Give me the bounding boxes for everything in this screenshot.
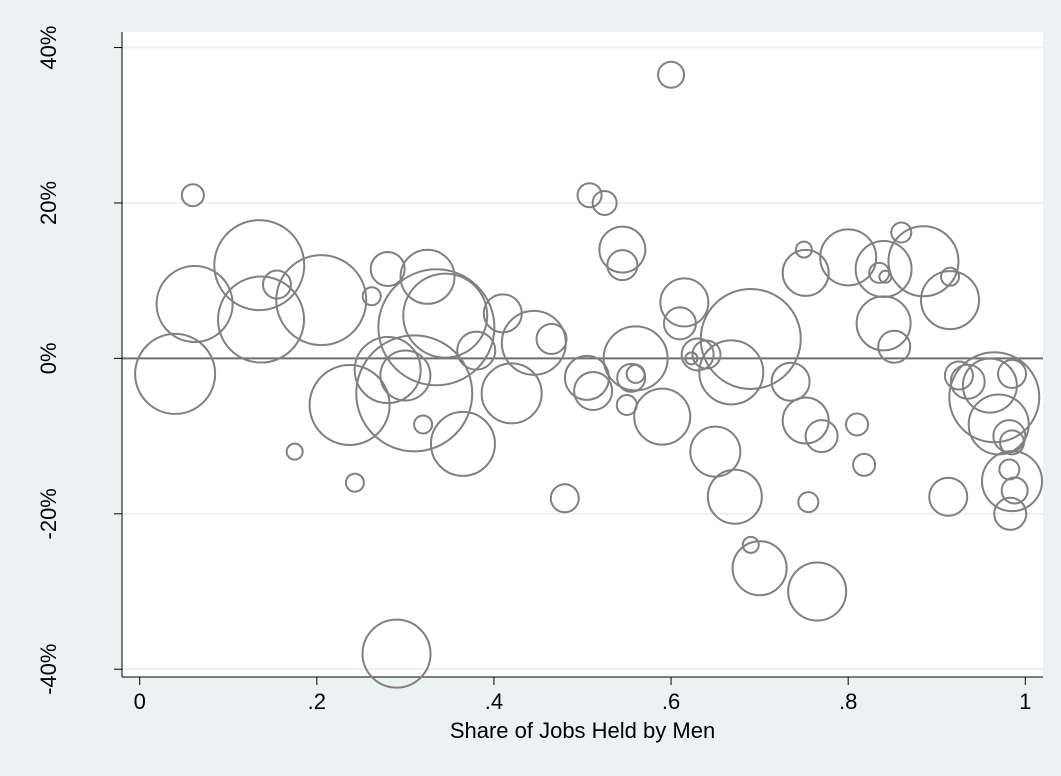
data-point [369, 251, 406, 288]
data-point [576, 182, 603, 209]
x-tick-label: 1 [1019, 689, 1031, 714]
x-tick-label: .2 [308, 689, 326, 714]
y-tick-label: 0% [36, 342, 61, 374]
x-tick-label: .8 [839, 689, 857, 714]
data-point [180, 183, 205, 208]
data-point [361, 286, 382, 307]
data-point [928, 476, 969, 517]
data-point [781, 396, 830, 445]
data-point [845, 412, 870, 437]
x-axis-title: Share of Jobs Held by Men [450, 718, 715, 743]
data-point [659, 277, 710, 328]
data-point [616, 362, 647, 393]
data-point [920, 270, 981, 331]
data-point [1000, 476, 1029, 505]
data-point [787, 561, 848, 622]
data-point [456, 330, 497, 371]
data-point [633, 387, 692, 446]
x-tick-label: 0 [134, 689, 146, 714]
data-point [855, 295, 912, 352]
data-point [680, 337, 715, 372]
data-point [852, 452, 877, 477]
data-point [999, 429, 1026, 456]
data-point [399, 248, 456, 305]
data-point [606, 249, 639, 282]
data-point [535, 322, 568, 355]
data-point [275, 254, 368, 347]
data-point [361, 618, 432, 689]
data-point [997, 358, 1028, 389]
data-point [344, 472, 365, 493]
data-point [691, 339, 722, 370]
x-tick-label: .6 [662, 689, 680, 714]
data-point [981, 450, 1044, 513]
data-point [217, 275, 306, 364]
data-point [379, 349, 432, 402]
data-point [213, 219, 306, 312]
data-point [285, 442, 304, 461]
data-point [940, 266, 961, 287]
data-points [134, 60, 1044, 689]
data-point [549, 483, 580, 514]
data-point [684, 351, 699, 366]
data-point [308, 364, 391, 447]
plot-area [122, 32, 1043, 677]
data-point [155, 264, 234, 343]
data-point [794, 240, 813, 259]
data-point [949, 363, 986, 400]
data-point [877, 329, 912, 364]
data-point [993, 496, 1028, 531]
axes: -40% -20% 0% 20% 40% 0 .2 .4 .6 .8 1 [36, 26, 1043, 714]
data-point [563, 354, 610, 401]
y-tick-label: 40% [36, 26, 61, 70]
data-point [413, 414, 434, 435]
data-point [602, 325, 669, 392]
data-point [598, 225, 647, 274]
data-point [591, 189, 618, 216]
data-point [429, 410, 496, 477]
data-point [377, 268, 496, 387]
data-point [961, 357, 1018, 414]
data-point [134, 332, 217, 415]
data-point [573, 371, 614, 412]
data-point [890, 221, 913, 244]
x-tick-label: .4 [485, 689, 503, 714]
data-point [887, 225, 960, 298]
data-point [625, 363, 646, 384]
data-point [781, 248, 830, 297]
data-point [402, 272, 489, 359]
y-tick-label: -20% [36, 488, 61, 539]
data-point [819, 228, 878, 287]
y-tick-label: -40% [36, 644, 61, 695]
y-tick-label: 20% [36, 181, 61, 225]
data-point [355, 334, 474, 453]
data-point [797, 491, 820, 514]
data-point [353, 336, 422, 405]
data-point [741, 535, 760, 554]
data-point [699, 287, 802, 390]
data-point [804, 419, 839, 454]
data-point [943, 360, 974, 391]
data-point [657, 60, 686, 89]
data-point [731, 540, 788, 597]
data-point [706, 468, 763, 525]
data-point [698, 339, 765, 406]
data-point [770, 361, 811, 402]
data-point [480, 362, 543, 425]
